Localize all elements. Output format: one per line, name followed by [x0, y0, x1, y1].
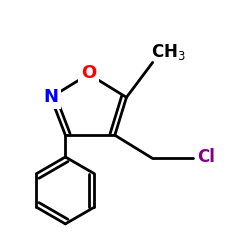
Text: O: O [81, 64, 96, 82]
Text: N: N [43, 88, 58, 106]
Text: CH$_3$: CH$_3$ [151, 42, 186, 62]
Text: Cl: Cl [198, 148, 216, 166]
